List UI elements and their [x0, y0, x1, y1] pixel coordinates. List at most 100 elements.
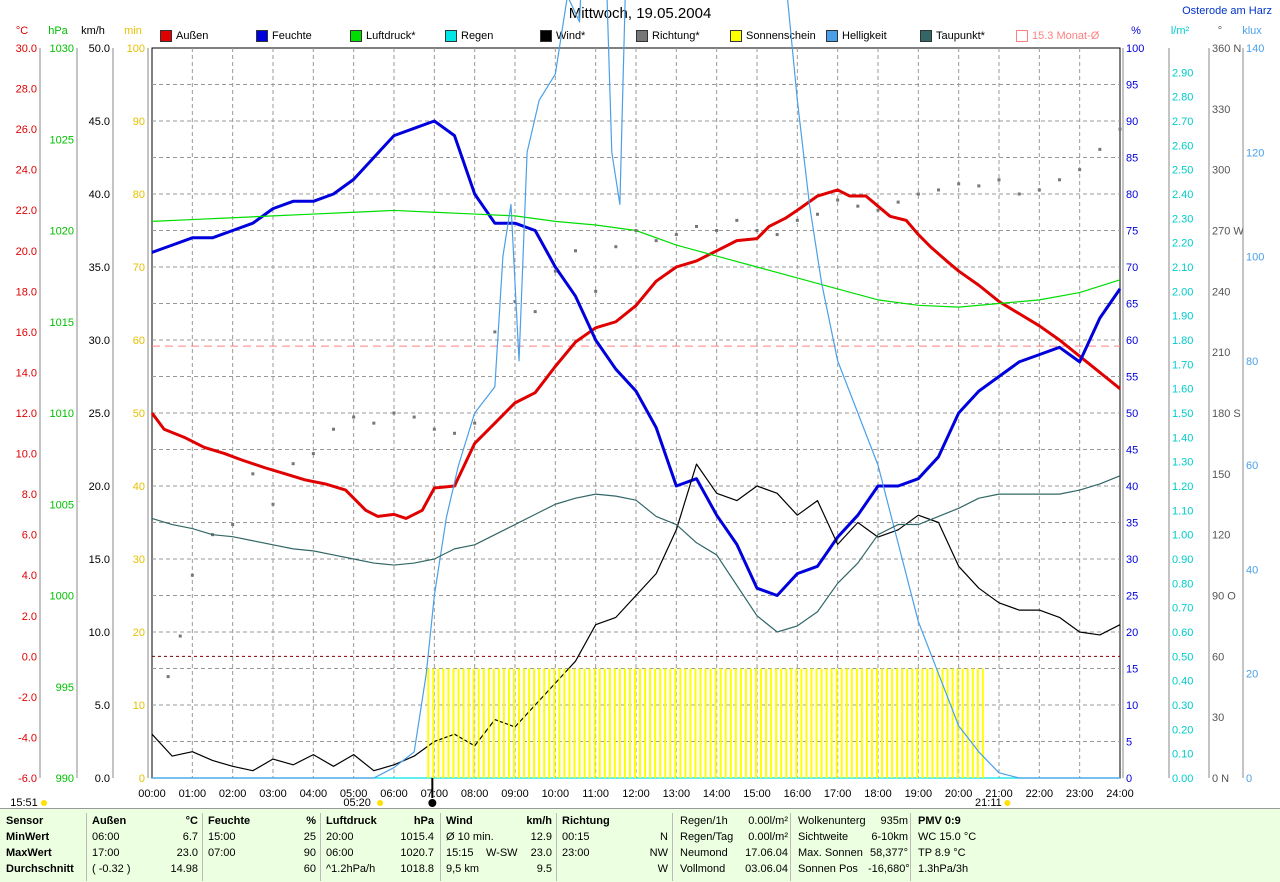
rain-tick: 2.40	[1172, 189, 1193, 201]
direction-point	[513, 299, 517, 303]
temp-tick: 28.0	[16, 84, 37, 96]
rain-tick: 0.10	[1172, 749, 1193, 761]
direction-point	[271, 502, 275, 506]
sun-tick: 40	[133, 481, 145, 493]
sun-tick: 50	[133, 408, 145, 420]
x-tick: 12:00	[622, 788, 650, 800]
direction-point	[453, 431, 456, 435]
direction-point	[392, 411, 396, 415]
legend-item: Richtung*	[636, 30, 700, 42]
summary-header-cell: Feuchte	[208, 815, 251, 827]
rain-tick: 2.50	[1172, 165, 1193, 177]
summary-row-cell: 9.5	[536, 863, 552, 875]
summary-row-cell: 25	[303, 831, 316, 843]
summary-row-cell: W-SW	[486, 847, 518, 859]
rain-tick: 0.50	[1172, 651, 1193, 663]
direction-tick: 0 N	[1212, 773, 1229, 785]
summary-row-cell: -16,680°	[868, 863, 910, 875]
rain-tick: 1.20	[1172, 481, 1193, 493]
summary-row-cell	[208, 861, 278, 877]
wind-tick: 40.0	[89, 189, 110, 201]
summary-row: 9,5 km 9.5	[446, 861, 556, 877]
humidity-tick: 55	[1126, 372, 1138, 384]
direction-point	[190, 573, 194, 577]
direction-point	[594, 289, 598, 293]
summary-header-cell: %	[306, 815, 316, 827]
summary-row-cell: 60	[303, 863, 316, 875]
weather-chart: 30.0 28.0 26.0 24.0 22.0 20.0 18.0 16.0 14.0 12.0…	[10, 0, 1264, 808]
summary-header-cell: km/h	[526, 815, 552, 827]
humidity-tick: 60	[1126, 335, 1138, 347]
rain-tick: 1.60	[1172, 384, 1193, 396]
temp-tick: 18.0	[16, 286, 37, 298]
summary-row: 17:00 23.0	[92, 845, 202, 861]
legend-label: Taupunkt*	[936, 30, 985, 42]
direction-point	[574, 249, 577, 253]
summary-row-cell: N	[660, 831, 668, 843]
summary-row-cell	[486, 829, 520, 845]
direction-point	[836, 198, 840, 202]
summary-row-cell: PMV 0:9	[918, 815, 961, 827]
pressure-tick: 1010	[50, 408, 74, 420]
summary-row-cell	[562, 861, 632, 877]
direction-point	[352, 415, 356, 419]
summary-row: Wolkenunterg 935m	[798, 813, 910, 829]
direction-point	[775, 233, 779, 237]
rain-tick: 0.70	[1172, 603, 1193, 615]
rain-tick: 1.00	[1172, 530, 1193, 542]
summary-row: 00:15 N	[562, 829, 672, 845]
summary-row-cell: 15:15	[446, 847, 474, 859]
direction-point	[493, 330, 497, 334]
rain-tick: 0.40	[1172, 676, 1193, 688]
temp-tick: 10.0	[16, 449, 37, 461]
direction-point	[634, 229, 638, 232]
chart-title: Mittwoch, 19.05.2004	[568, 5, 712, 22]
x-tick: 02:00	[219, 788, 247, 800]
summary-row-cell: W	[657, 863, 668, 875]
summary-row-cell: 06:00	[92, 831, 120, 843]
summary-row-cell: 03.06.04	[745, 863, 788, 875]
wind-tick: 35.0	[89, 262, 110, 274]
summary-row-cell: 17.06.04	[745, 847, 788, 859]
summary-row: WC 15.0 °C	[918, 829, 1018, 845]
x-tick: 08:00	[461, 788, 489, 800]
rain-tick: 1.30	[1172, 457, 1193, 469]
summary-row-cell: 1020.7	[400, 847, 434, 859]
humidity-tick: 90	[1126, 116, 1138, 128]
richtung-column: Richtung 00:15 N 23:00 NW W	[562, 813, 673, 881]
sun-tick: 20	[133, 627, 145, 639]
x-tick: 06:00	[380, 788, 408, 800]
humidity-tick: 10	[1126, 700, 1138, 712]
pressure-tick: 1005	[50, 499, 74, 511]
pmv-column: PMV 0:9 WC 15.0 °C TP 8.9 °C 1.3hPa/3h	[918, 813, 1018, 881]
legend-swatch	[256, 30, 268, 42]
summary-row-cell: 15:00	[208, 831, 236, 843]
temp-tick: 6.0	[22, 530, 37, 542]
rain-tick: 2.90	[1172, 67, 1193, 79]
summary-header-cell: hPa	[413, 815, 434, 827]
summary-row-cell: 12.9	[530, 831, 552, 843]
max-label: MaxWert	[6, 847, 52, 859]
summary-row: ^1.2hPa/h 1018.8	[326, 861, 440, 877]
station-name[interactable]: Osterode am Harz	[1182, 5, 1272, 17]
rain-tick: 1.40	[1172, 432, 1193, 444]
summary-row-cell: 07:00	[208, 847, 236, 859]
summary-row-cell: 20:00	[326, 831, 354, 843]
summary-row-cell: 1018.8	[400, 863, 434, 875]
legend-swatch	[540, 30, 552, 42]
legend-label: Regen	[461, 30, 494, 42]
direction-point	[1017, 192, 1021, 196]
legend-swatch	[350, 30, 362, 42]
humidity-tick: 70	[1126, 262, 1138, 274]
temp-tick: 22.0	[16, 205, 37, 217]
rain-tick: 1.50	[1172, 408, 1193, 420]
lux-tick: 20	[1246, 669, 1258, 681]
humidity-tick: 45	[1126, 445, 1138, 457]
humidity-tick: 50	[1126, 408, 1138, 420]
direction-point	[755, 229, 759, 232]
sunrise-label: 05:20	[343, 797, 371, 808]
summary-row-cell: Max. Sonnen	[798, 847, 863, 859]
temp-tick: 4.0	[22, 570, 37, 582]
direction-tick: 60	[1212, 651, 1224, 663]
lux-tick: 60	[1246, 460, 1258, 472]
